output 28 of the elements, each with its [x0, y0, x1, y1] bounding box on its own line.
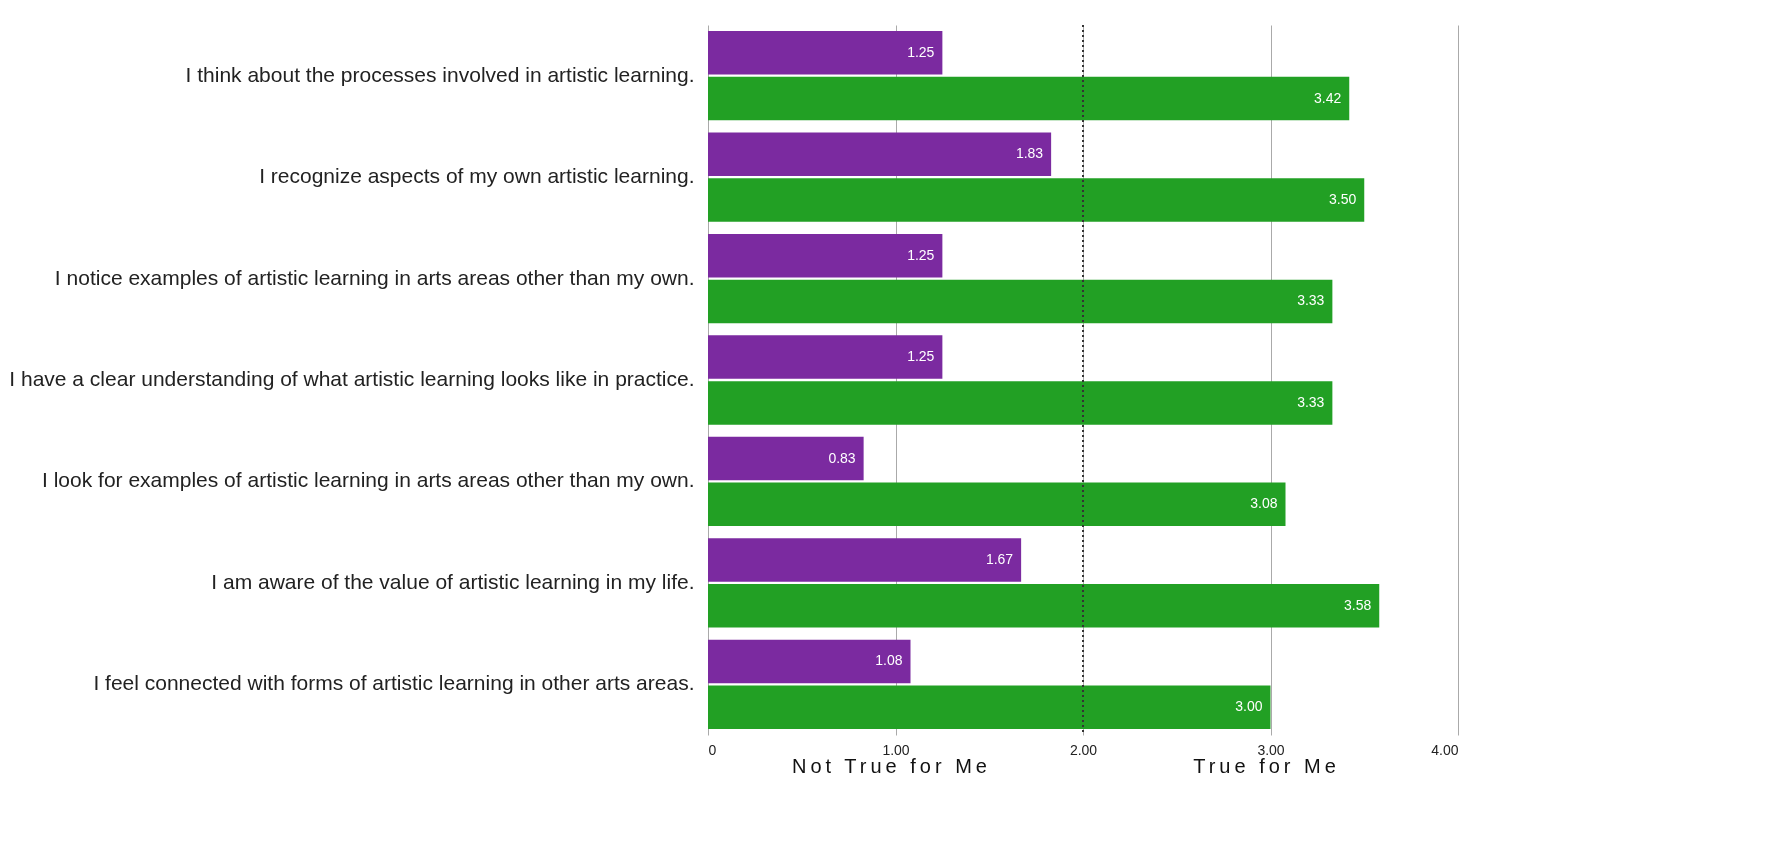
data-label: 3.33	[1297, 292, 1325, 309]
x-tick-label: 2.00	[1069, 741, 1098, 758]
y-tick-label: I recognize aspects of my own artistic learning.	[259, 164, 695, 188]
y-tick-label: I look for examples of artistic learning in arts areas other than my own.	[42, 468, 695, 492]
data-label: 3.00	[1235, 698, 1263, 715]
data-label: 1.25	[907, 246, 935, 263]
y-tick-label: I feel connected with forms of artistic learning in other arts areas.	[93, 671, 695, 695]
y-tick-label: I have a clear understanding of what artistic learning looks like in practice.	[9, 367, 695, 390]
data-label: 1.67	[985, 550, 1014, 567]
data-label: 0.83	[828, 449, 856, 466]
x-tick-label: 3.00	[1257, 741, 1285, 758]
x-tick-label: 0	[708, 741, 717, 758]
data-label: 3.50	[1329, 191, 1357, 208]
x-tick-label: 4.00	[1431, 741, 1459, 758]
data-label: 1.25	[907, 348, 935, 365]
y-tick-label: I think about the processes involved in artistic learning.	[185, 62, 695, 86]
data-label: 3.33	[1297, 393, 1325, 410]
data-label: 3.42	[1314, 89, 1342, 106]
text: True for Me	[1193, 755, 1340, 777]
y-tick-label: I notice examples of artistic learning in arts areas other than my own.	[54, 265, 695, 289]
data-label: 1.83	[1015, 145, 1044, 162]
data-label: 1.08	[875, 652, 903, 669]
x-tick-label: 1.00	[882, 741, 910, 758]
y-tick-label: I am aware of the value of artistic learning in my life.	[211, 569, 695, 593]
data-label: 3.08	[1250, 495, 1278, 512]
data-label: 1.25	[907, 43, 935, 60]
data-label: 3.58	[1344, 596, 1372, 613]
text: Not True for Me	[792, 755, 991, 777]
